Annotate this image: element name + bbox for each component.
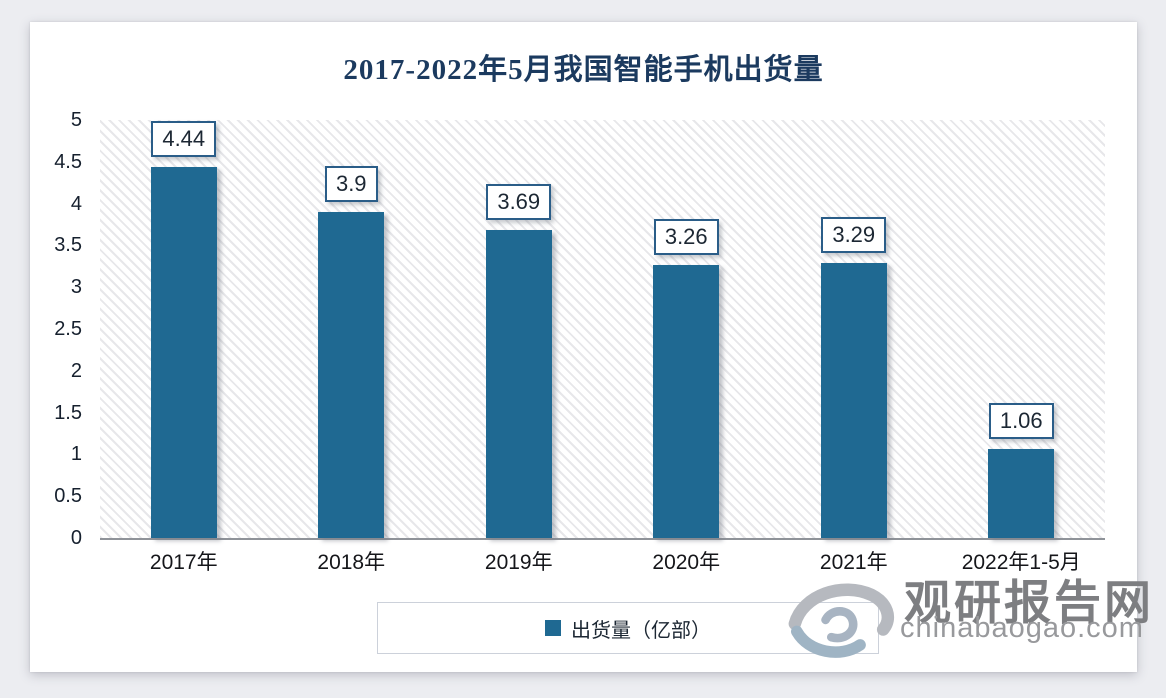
y-tick-label: 2.5: [54, 318, 82, 340]
y-tick-label: 4: [70, 192, 82, 215]
value-label: 3.69: [486, 183, 552, 220]
x-tick-label: 2021年: [819, 551, 888, 574]
bar-column: 1.06: [938, 120, 1106, 538]
y-axis: 5 4.5 4 3.5 3 2.5 2 1.5 1 0.5 0: [30, 109, 90, 549]
bar-column: 3.26: [603, 120, 771, 538]
bar: [485, 229, 552, 538]
bar: [150, 166, 217, 538]
plot-area: 4.44 3.9 3.69 3.26 3.29 1.06: [100, 120, 1105, 540]
value-label: 3.26: [653, 219, 719, 256]
chart-card: 2017-2022年5月我国智能手机出货量 5 4.5 4 3.5 3 2.5 2 1.5 1 0…: [30, 22, 1151, 672]
y-tick-label: 3: [70, 276, 82, 299]
legend-marker-icon: [545, 620, 561, 636]
bar: [820, 262, 887, 538]
value-label: 3.29: [821, 216, 887, 253]
y-tick-label: 1: [70, 443, 82, 466]
legend: 出货量（亿部）: [377, 602, 879, 654]
x-tick-label: 2022年1-5月: [961, 551, 1081, 574]
y-tick-label: 4.5: [54, 150, 82, 173]
value-label: 1.06: [988, 403, 1054, 440]
bar-column: 3.29: [770, 120, 938, 538]
x-tick-label: 2018年: [317, 551, 386, 574]
y-tick-label: 2: [70, 359, 82, 382]
x-tick-label: 2020年: [652, 551, 721, 574]
x-tick-label: 2019年: [484, 551, 553, 574]
chart-title: 2017-2022年5月我国智能手机出货量: [343, 54, 824, 86]
y-tick-label: 3.5: [54, 234, 82, 257]
bar: [318, 211, 385, 538]
bar-column: 3.69: [435, 120, 603, 538]
watermark-site-url: chinabaogao.com: [900, 612, 1144, 644]
y-tick-label: 0.5: [54, 485, 82, 508]
bar: [653, 265, 720, 538]
bar-column: 4.44: [100, 120, 268, 538]
legend-label: 出货量（亿部）: [571, 619, 711, 642]
value-label: 4.44: [151, 120, 217, 157]
y-tick-label: 1.5: [54, 401, 82, 424]
value-label: 3.9: [324, 165, 378, 202]
bar-column: 3.9: [268, 120, 436, 538]
bar: [988, 449, 1055, 538]
y-tick-label: 0: [70, 527, 82, 549]
y-tick-label: 5: [70, 109, 82, 131]
x-axis: 2017年 2018年 2019年 2020年 2021年 2022年1-5月: [100, 548, 1105, 578]
x-tick-label: 2017年: [149, 551, 218, 574]
